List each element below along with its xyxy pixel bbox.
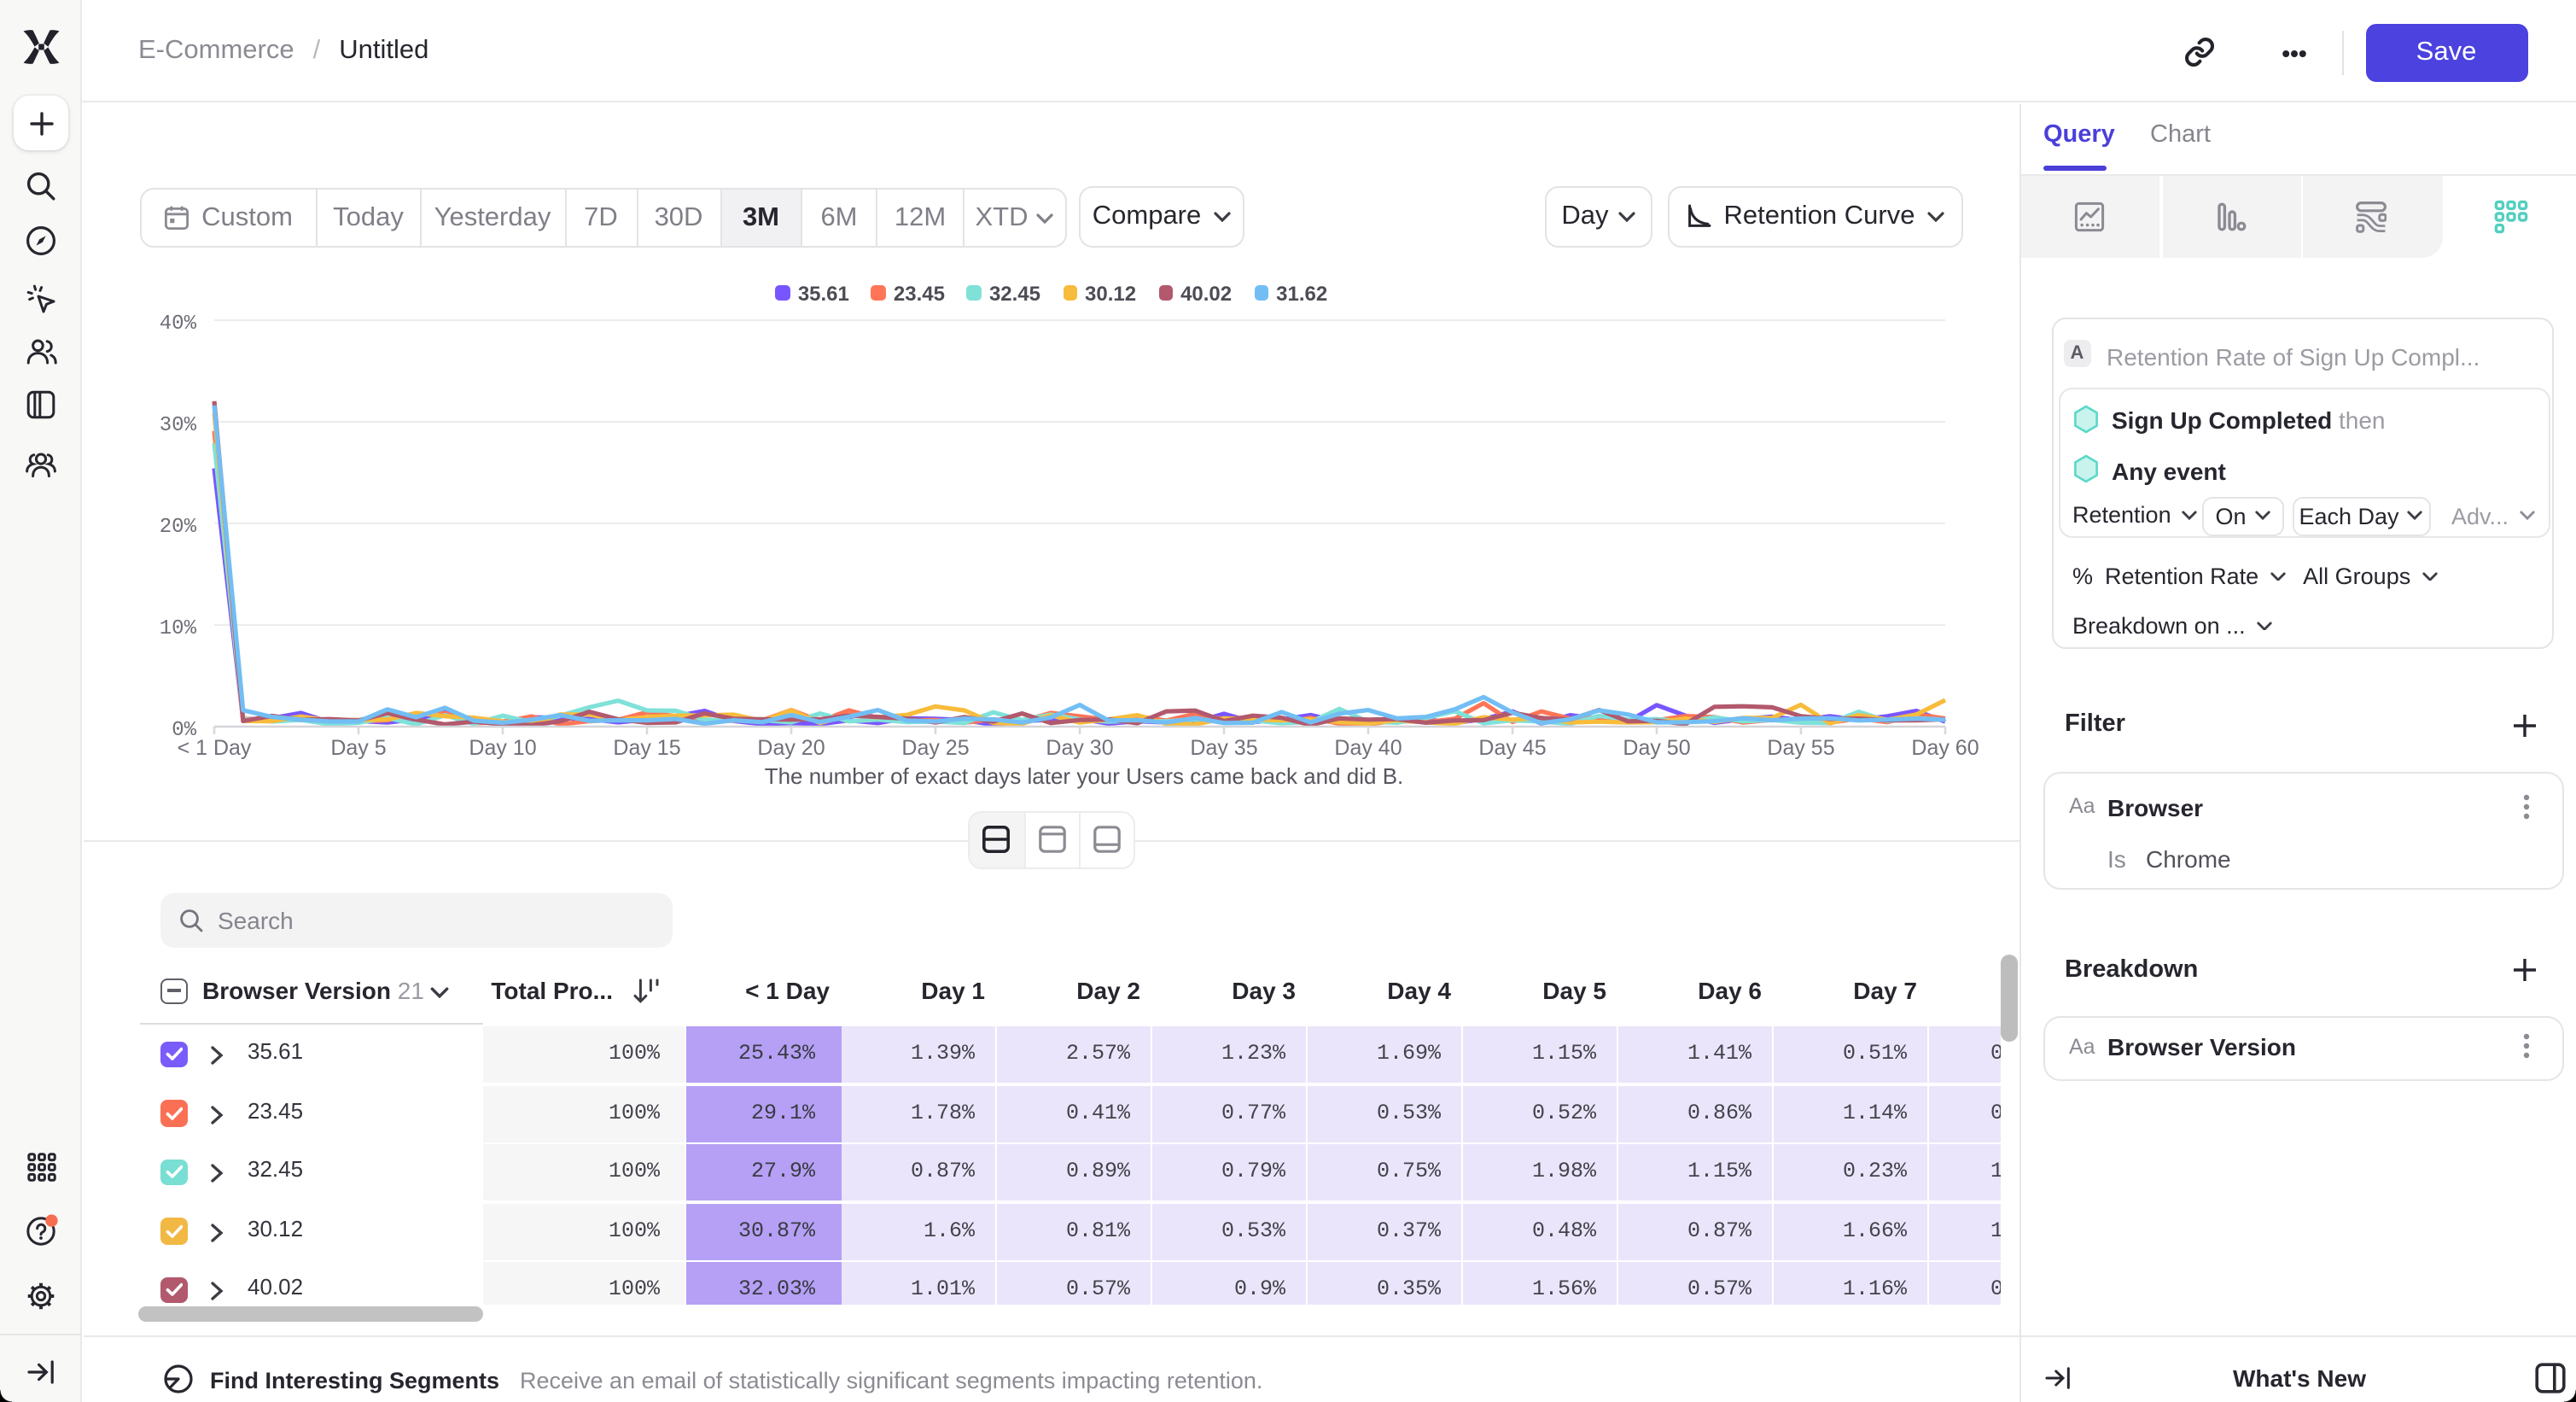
svg-text:10%: 10% — [160, 617, 197, 640]
svg-text:Day 60: Day 60 — [1911, 736, 1979, 760]
svg-text:Day 30: Day 30 — [1046, 736, 1113, 760]
svg-text:20%: 20% — [160, 516, 197, 539]
svg-text:Day 20: Day 20 — [757, 736, 825, 760]
svg-text:Day 10: Day 10 — [469, 736, 536, 760]
svg-text:Day 50: Day 50 — [1623, 736, 1690, 760]
svg-text:30%: 30% — [160, 414, 197, 437]
svg-text:Day 35: Day 35 — [1190, 736, 1257, 760]
svg-text:40%: 40% — [160, 313, 197, 336]
svg-text:Day 55: Day 55 — [1767, 736, 1834, 760]
svg-text:Day 40: Day 40 — [1334, 736, 1402, 760]
svg-text:Day 45: Day 45 — [1478, 736, 1546, 760]
svg-text:Day 15: Day 15 — [613, 736, 680, 760]
svg-text:0%: 0% — [172, 719, 196, 742]
svg-text:Day 5: Day 5 — [330, 736, 386, 760]
svg-text:Day 25: Day 25 — [901, 736, 969, 760]
svg-text:< 1 Day: < 1 Day — [178, 736, 252, 760]
